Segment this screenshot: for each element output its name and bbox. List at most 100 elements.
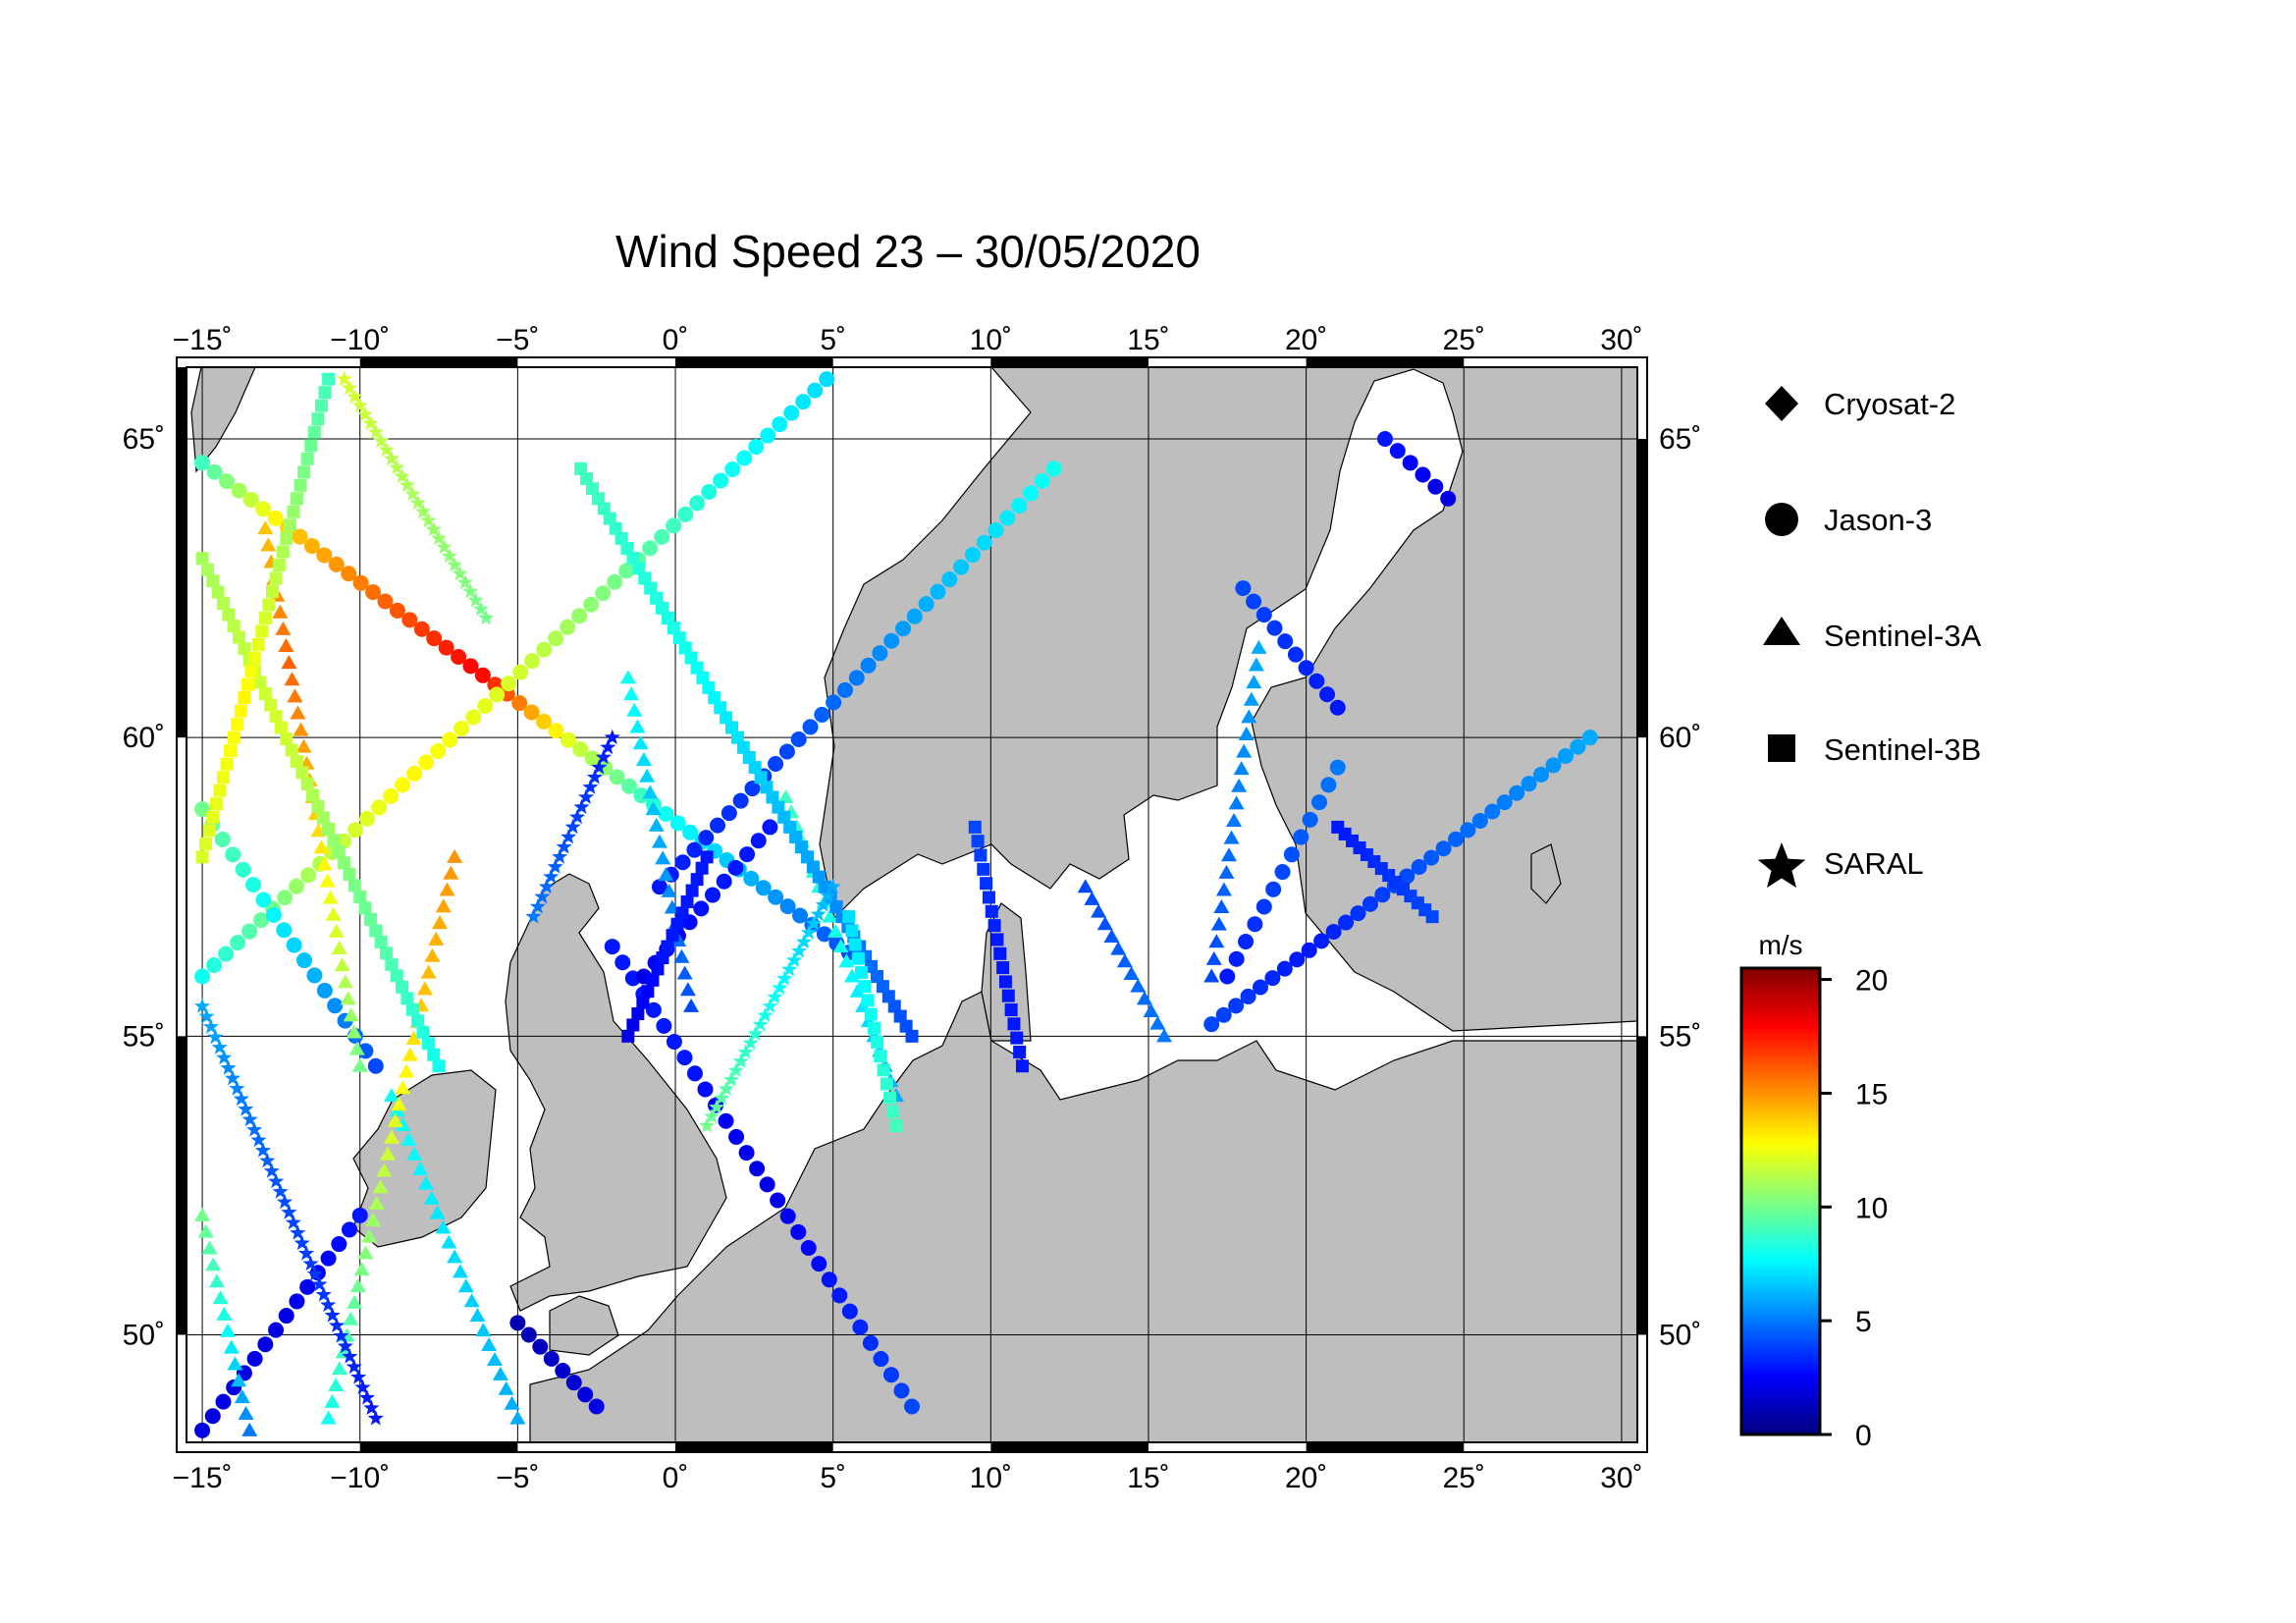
legend-label: SARAL xyxy=(1824,846,1924,881)
obs-star xyxy=(569,808,586,825)
obs-circle xyxy=(666,517,682,534)
obs-triangle xyxy=(412,1161,429,1175)
obs-triangle xyxy=(623,686,640,701)
obs-square xyxy=(621,1029,635,1043)
obs-square xyxy=(405,1002,419,1016)
obs-square xyxy=(322,372,336,386)
obs-triangle xyxy=(1248,657,1264,672)
obs-square xyxy=(209,797,223,811)
obs-circle xyxy=(231,482,247,499)
obs-circle xyxy=(267,510,284,526)
obs-square xyxy=(390,969,403,983)
obs-circle xyxy=(406,765,423,782)
series-sentinel-3b xyxy=(195,372,1439,1133)
obs-circle xyxy=(1302,811,1318,828)
obs-triangle xyxy=(777,789,794,803)
obs-square xyxy=(238,642,251,656)
obs-square xyxy=(199,837,213,850)
obs-square xyxy=(400,992,414,1005)
obs-square xyxy=(1004,1002,1018,1016)
obs-triangle xyxy=(220,1323,237,1337)
obs-star xyxy=(825,878,841,894)
lon-tick-label: 15˚ xyxy=(1127,1462,1169,1494)
obs-triangle xyxy=(487,1351,504,1366)
obs-triangle xyxy=(1220,847,1237,862)
obs-triangle xyxy=(401,1047,418,1061)
obs-square xyxy=(968,820,982,834)
frame-segment xyxy=(990,1442,1148,1452)
obs-circle xyxy=(1301,942,1317,958)
obs-circle xyxy=(762,819,778,836)
obs-triangle xyxy=(343,1311,359,1325)
obs-circle xyxy=(1247,916,1263,933)
obs-triangle xyxy=(320,1410,337,1425)
obs-circle xyxy=(511,695,528,712)
obs-square xyxy=(300,452,314,465)
obs-square xyxy=(851,951,865,965)
obs-square xyxy=(269,571,283,585)
obs-square xyxy=(262,598,276,612)
obs-triangle xyxy=(231,1373,247,1387)
obs-triangle xyxy=(651,834,667,848)
obs-circle xyxy=(560,731,576,748)
lat-tick-label: 50˚ xyxy=(1659,1320,1701,1352)
obs-square xyxy=(234,704,247,718)
obs-square xyxy=(318,386,332,400)
obs-circle xyxy=(988,522,1004,539)
obs-circle xyxy=(1274,864,1291,881)
obs-triangle xyxy=(463,1293,480,1308)
obs-star xyxy=(351,397,368,413)
obs-square xyxy=(1001,989,1015,1002)
frame-inner xyxy=(186,366,1638,1443)
obs-circle xyxy=(347,822,364,839)
obs-square xyxy=(899,1019,913,1033)
obs-triangle xyxy=(1110,941,1127,955)
obs-star xyxy=(456,574,473,590)
obs-circle xyxy=(686,841,703,858)
obs-circle xyxy=(716,873,732,890)
obs-star xyxy=(276,1193,294,1210)
map-frame xyxy=(176,356,1648,1453)
obs-circle xyxy=(826,694,842,711)
obs-square xyxy=(988,919,1001,933)
obs-triangle xyxy=(197,1223,214,1238)
obs-square xyxy=(280,531,294,545)
obs-star xyxy=(328,1317,346,1333)
frame-segment xyxy=(675,1442,833,1452)
obs-triangle xyxy=(828,923,844,938)
obs-circle xyxy=(359,810,376,827)
obs-circle xyxy=(689,495,706,512)
obs-star xyxy=(311,1275,328,1292)
obs-triangle xyxy=(331,940,347,954)
obs-square xyxy=(806,860,820,874)
obs-star xyxy=(354,1379,371,1395)
obs-square xyxy=(238,691,251,705)
obs-star xyxy=(556,839,572,854)
obs-circle xyxy=(1427,478,1444,495)
obs-triangle xyxy=(1156,1028,1173,1043)
obs-circle xyxy=(701,483,718,500)
obs-square xyxy=(661,612,674,624)
obs-circle xyxy=(1219,968,1236,985)
obs-star xyxy=(737,1044,754,1059)
obs-triangle xyxy=(452,1264,468,1278)
obs-square xyxy=(760,781,774,794)
obs-star xyxy=(718,1080,734,1096)
obs-star xyxy=(472,601,489,617)
obs-triangle xyxy=(328,923,345,938)
obs-square xyxy=(274,721,288,734)
obs-triangle xyxy=(295,738,312,753)
obs-star xyxy=(561,829,577,844)
obs-circle xyxy=(819,371,835,388)
obs-circle xyxy=(721,805,737,822)
obs-circle xyxy=(1338,914,1355,931)
obs-square xyxy=(893,1009,907,1023)
obs-star xyxy=(600,738,616,755)
obs-square xyxy=(222,608,236,622)
obs-square xyxy=(880,1077,893,1091)
obs-circle xyxy=(230,935,246,951)
obs-circle xyxy=(883,632,900,649)
obs-triangle xyxy=(832,939,849,953)
obs-star xyxy=(538,878,555,894)
obs-circle xyxy=(795,394,812,410)
